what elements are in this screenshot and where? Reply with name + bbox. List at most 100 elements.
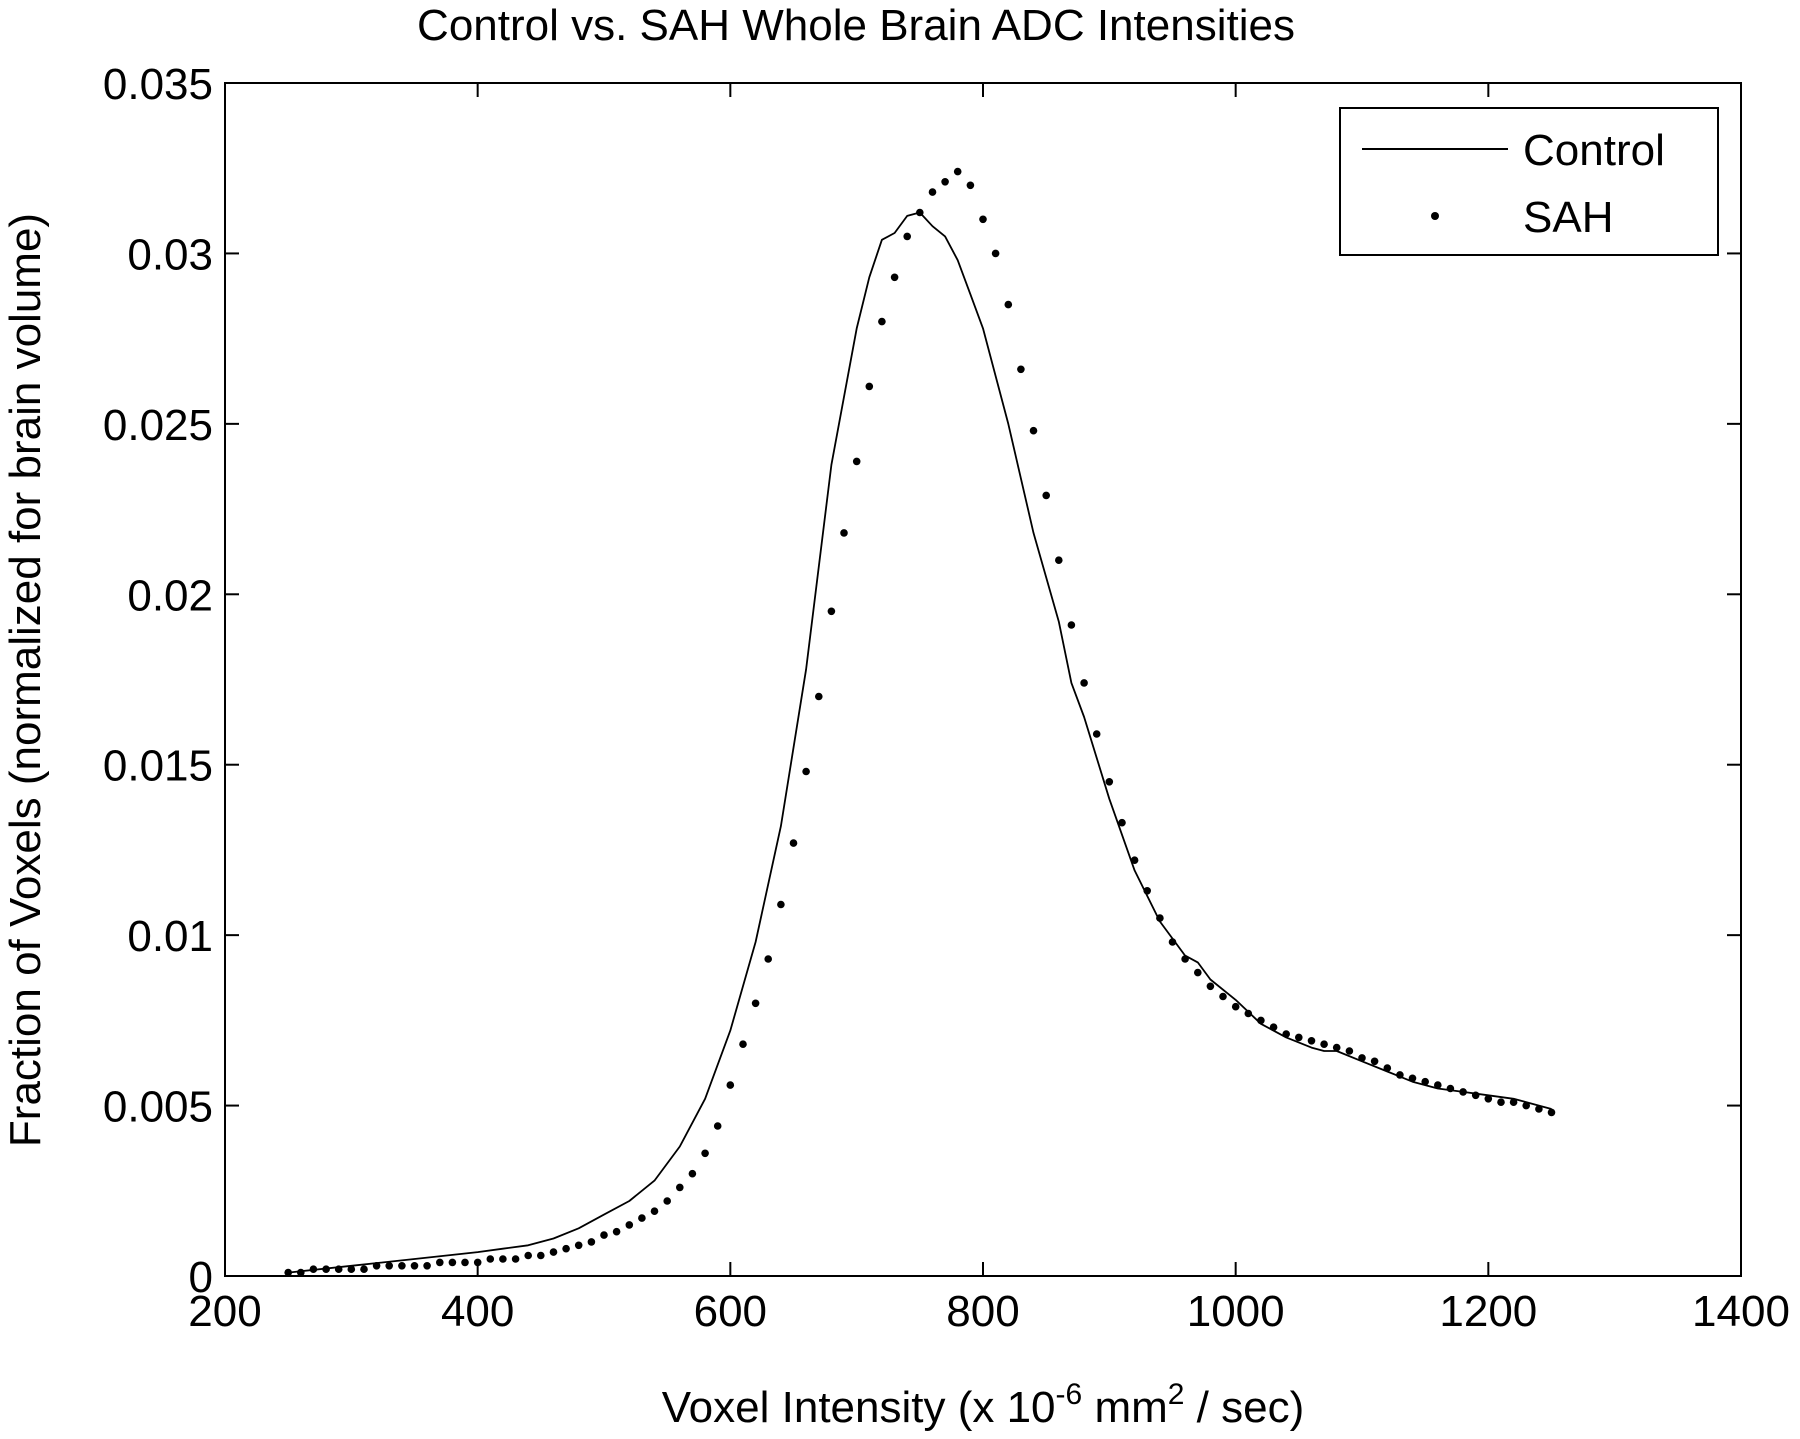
sah-point: [1370, 1057, 1379, 1066]
sah-point: [1459, 1088, 1467, 1096]
sah-point: [385, 1262, 394, 1270]
x-tick-label: 600: [694, 1287, 767, 1336]
sah-point: [574, 1241, 583, 1250]
sah-point: [284, 1268, 293, 1277]
sah-point: [1295, 1033, 1303, 1042]
sah-point: [953, 167, 962, 176]
sah-point: [600, 1231, 608, 1239]
sah-point: [1143, 887, 1151, 895]
y-tick-label: 0.025: [103, 401, 213, 450]
y-tick-label: 0: [189, 1253, 213, 1302]
sah-point: [1421, 1077, 1429, 1086]
sah-point: [1168, 938, 1177, 946]
y-tick-label: 0.01: [127, 912, 213, 961]
sah-point: [852, 457, 861, 466]
sah-point: [840, 529, 848, 537]
sah-point: [1345, 1047, 1354, 1055]
sah-point: [1434, 1081, 1442, 1089]
y-axis-label: Fraction of Voxels (normalized for brain…: [1, 213, 50, 1147]
legend: Control SAH: [1339, 107, 1719, 256]
legend-label-control: Control: [1523, 126, 1665, 175]
sah-point: [865, 382, 874, 391]
sah-point: [410, 1262, 419, 1270]
sah-point: [713, 1122, 722, 1130]
legend-sah-dot: [1431, 212, 1439, 220]
x-axis-label-text: Voxel Intensity (x 10: [662, 1383, 1056, 1432]
sah-point: [1042, 491, 1050, 500]
y-tick-label: 0.035: [103, 60, 213, 109]
sah-point: [372, 1262, 381, 1270]
sah-point: [423, 1262, 431, 1270]
sah-point: [562, 1244, 570, 1253]
sah-point: [638, 1214, 646, 1222]
y-tick-label: 0.03: [127, 230, 213, 279]
sah-point: [309, 1265, 318, 1273]
sah-point: [398, 1262, 406, 1270]
sah-point: [1320, 1040, 1328, 1048]
sah-point: [1206, 982, 1215, 991]
sah-point: [436, 1258, 444, 1267]
sah-point: [360, 1265, 368, 1273]
x-axis-label-exponent: -6: [1056, 1378, 1083, 1411]
legend-box: [1339, 107, 1719, 256]
sah-point: [1105, 778, 1114, 786]
sah-point: [499, 1255, 507, 1263]
y-tick-label: 0.015: [103, 742, 213, 791]
sah-point: [890, 273, 899, 282]
x-axis-label-tail: / sec): [1184, 1383, 1304, 1432]
sah-point: [1092, 730, 1101, 738]
sah-point: [334, 1265, 343, 1273]
sah-point: [1269, 1023, 1278, 1031]
sah-point: [1522, 1101, 1530, 1110]
sah-point: [1080, 679, 1088, 687]
sah-point: [827, 607, 836, 616]
sah-point: [524, 1251, 532, 1260]
sah-point: [726, 1081, 735, 1089]
sah-point: [1130, 856, 1139, 864]
sah-point: [1497, 1098, 1505, 1106]
sah-point: [1383, 1064, 1392, 1072]
x-tick-label: 200: [188, 1287, 261, 1336]
x-tick-label: 800: [946, 1287, 1019, 1336]
sah-point: [688, 1169, 697, 1178]
sah-point: [1219, 992, 1227, 1001]
sah-point: [751, 999, 760, 1008]
sah-point: [1307, 1037, 1316, 1045]
sah-point: [1017, 365, 1025, 374]
sah-point: [1244, 1009, 1253, 1018]
sah-point: [789, 839, 798, 847]
chart-title: Control vs. SAH Whole Brain ADC Intensit…: [417, 1, 1295, 50]
y-tick-label: 0.02: [127, 571, 213, 620]
x-tick-label: 1000: [1187, 1287, 1285, 1336]
sah-point: [1535, 1105, 1543, 1113]
sah-point: [1257, 1016, 1265, 1025]
sah-point: [1156, 914, 1164, 922]
sah-point: [448, 1258, 457, 1267]
x-tick-label: 1400: [1692, 1287, 1790, 1336]
sah-point: [979, 215, 987, 224]
sah-point: [903, 232, 911, 241]
sah-point: [764, 955, 772, 963]
sah-point: [815, 692, 823, 701]
sah-point: [1471, 1091, 1480, 1100]
sah-point: [1358, 1054, 1366, 1062]
legend-label-sah: SAH: [1523, 193, 1613, 242]
sah-point: [511, 1255, 520, 1263]
sah-point: [777, 900, 785, 909]
sah-point: [1004, 300, 1013, 309]
plot-frame: [224, 82, 1742, 1277]
sah-point: [297, 1268, 305, 1277]
sah-point: [739, 1040, 747, 1048]
sah-point: [676, 1183, 684, 1192]
sah-point: [587, 1238, 596, 1246]
sah-point: [347, 1265, 356, 1273]
sah-point: [701, 1149, 709, 1158]
sah-point: [1194, 968, 1202, 977]
y-tick-label: 0.005: [103, 1083, 213, 1132]
sah-point: [802, 767, 810, 776]
sah-point: [1446, 1084, 1455, 1093]
sah-point: [1181, 955, 1189, 963]
sah-point: [941, 178, 949, 186]
sah-point: [650, 1207, 659, 1215]
